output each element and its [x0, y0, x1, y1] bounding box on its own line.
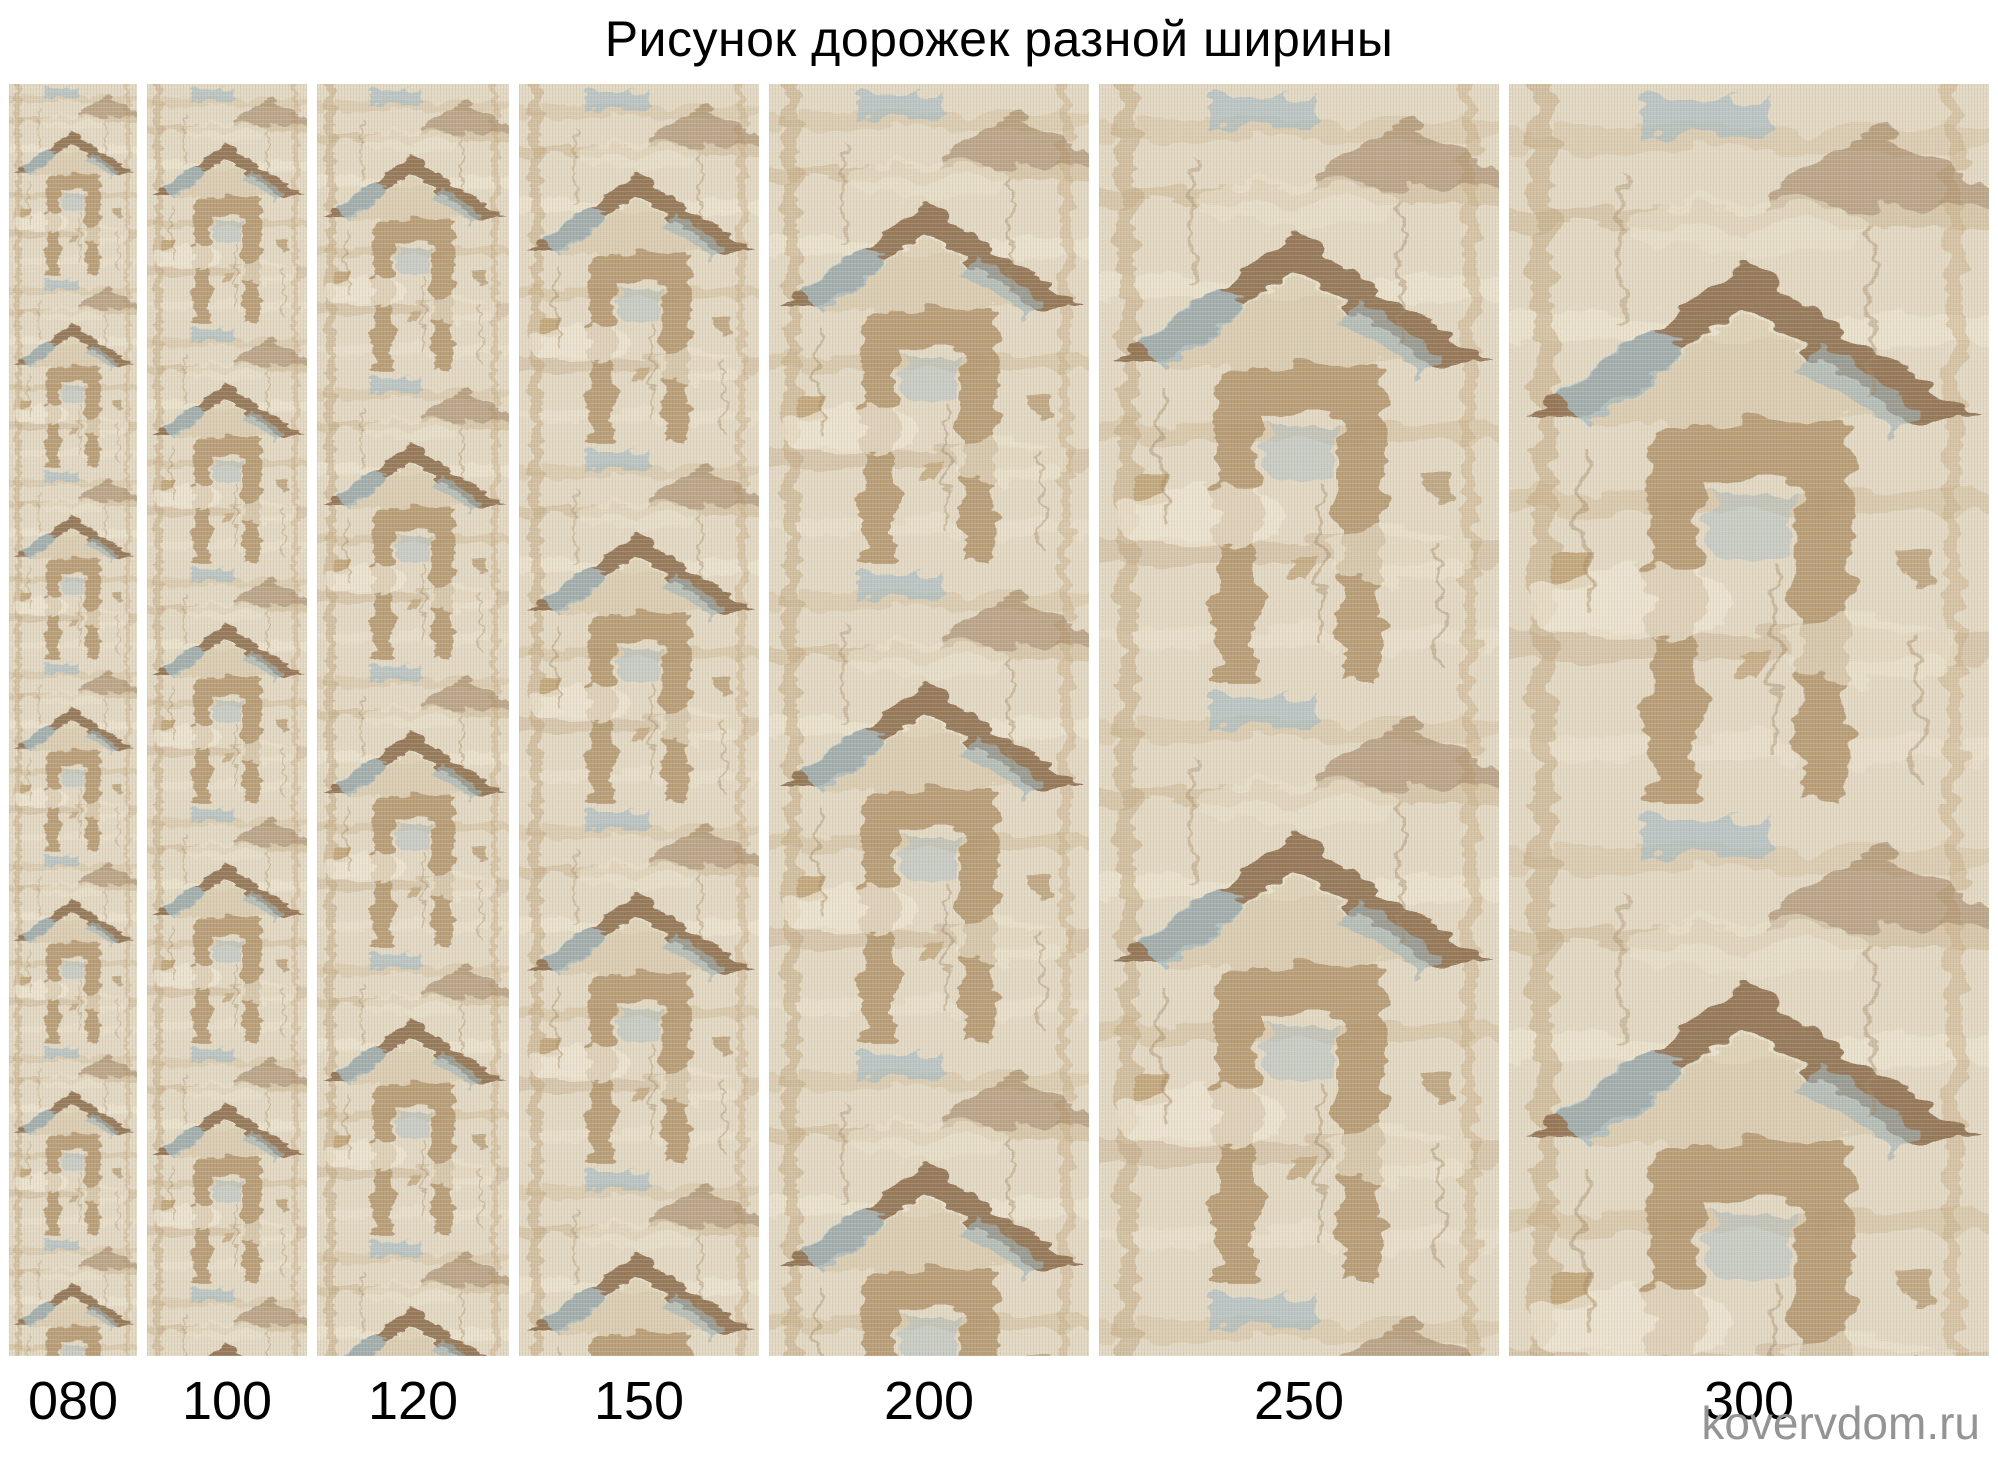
carpet-strip-image-300 [1509, 84, 1989, 1356]
carpet-column-150: 150 [519, 84, 759, 1428]
width-label-150: 150 [593, 1371, 685, 1431]
carpet-strips-row: 080 100 120 [0, 76, 1998, 1428]
carpet-column-080: 080 [9, 84, 137, 1428]
width-label-300: 300 [1703, 1371, 1795, 1431]
watermark-text: kovervdom.ru [1701, 1397, 1980, 1449]
width-label-200: 200 [883, 1371, 975, 1431]
carpet-strip-image-120 [317, 84, 509, 1356]
carpet-column-250: 250 [1099, 84, 1499, 1428]
carpet-strip-image-250 [1099, 84, 1499, 1356]
width-label-100: 100 [181, 1371, 273, 1431]
carpet-column-200: 200 [769, 84, 1089, 1428]
carpet-column-120: 120 [317, 84, 509, 1428]
carpet-strip-image-100 [147, 84, 307, 1356]
width-label-250: 250 [1253, 1371, 1345, 1431]
page-title: Рисунок дорожек разной ширины [604, 11, 1394, 67]
width-label-080: 080 [27, 1371, 119, 1431]
carpet-strip-image-200 [769, 84, 1089, 1356]
width-label-120: 120 [367, 1371, 459, 1431]
carpet-strip-image-150 [519, 84, 759, 1356]
carpet-column-100: 100 [147, 84, 307, 1428]
carpet-strip-image-080 [9, 84, 137, 1356]
carpet-column-300: 300 [1509, 84, 1989, 1428]
